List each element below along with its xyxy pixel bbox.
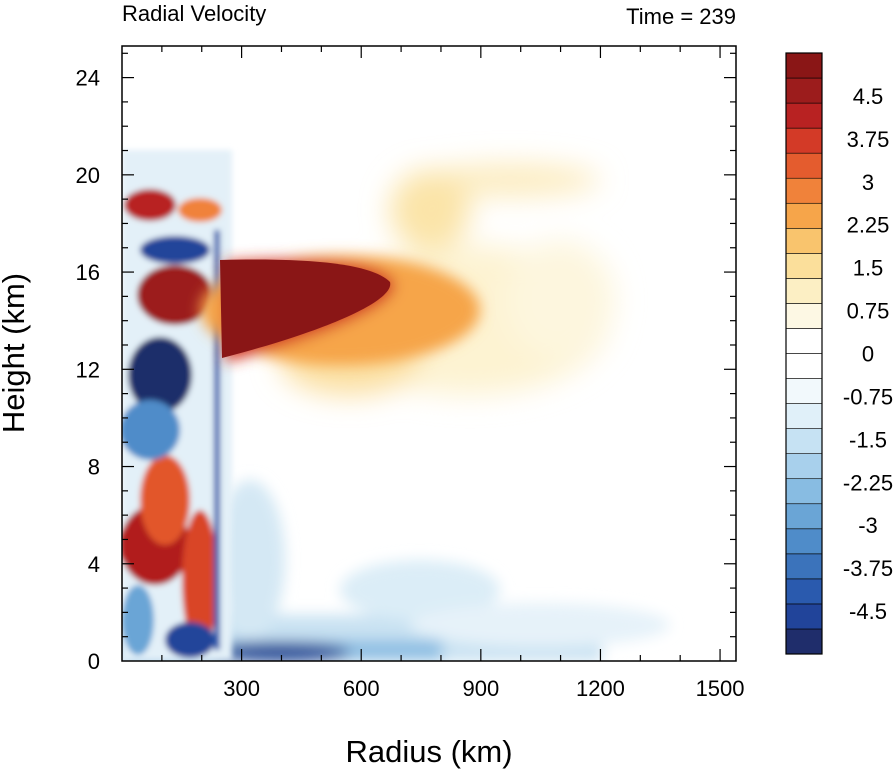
colorbar-label: 0.75 (847, 299, 890, 324)
outflow-jet (200, 255, 480, 365)
x-axis-title: Radius (km) (345, 734, 512, 769)
colorbar-label: 0 (862, 342, 874, 367)
title-right: Time = 239 (626, 4, 736, 29)
colorbar-swatch (785, 578, 823, 605)
eyewall-structure (122, 150, 232, 660)
colorbar-label: -3 (858, 513, 878, 538)
colorbar-swatch (785, 403, 823, 429)
colorbar-swatch (785, 52, 823, 79)
colorbar-swatch (785, 603, 823, 630)
colorbar-label: 3 (862, 170, 874, 195)
colorbar-swatch (785, 478, 823, 505)
colorbar-swatch (785, 202, 823, 229)
axis-ticks: 300 600 900 1200 1500 0 4 8 12 16 20 24 (76, 46, 745, 701)
plot-area: 300 600 900 1200 1500 0 4 8 12 16 20 24 (76, 45, 745, 701)
colorbar-label: -1.5 (849, 427, 887, 452)
colorbar-swatch (785, 328, 823, 354)
colorbar-label: 4.5 (853, 84, 884, 109)
colorbar-swatch (785, 152, 823, 179)
colorbar-label: 3.75 (847, 127, 890, 152)
colorbar-swatch (785, 428, 823, 454)
x-tick-label: 1200 (576, 676, 625, 701)
colorbar-swatch (785, 353, 823, 379)
colorbar-swatch (785, 453, 823, 480)
colorbar-label: 2.25 (847, 213, 890, 238)
y-tick-label: 24 (76, 66, 100, 91)
x-tick-label: 1500 (696, 676, 745, 701)
y-tick-label: 4 (88, 552, 100, 577)
colorbar-swatch (785, 77, 823, 104)
colorbar-swatch (785, 253, 823, 279)
inflow-layer (122, 480, 670, 661)
colorbar-swatch (785, 102, 823, 129)
colorbar-swatch (785, 278, 823, 304)
y-axis-title: Height (km) (0, 273, 31, 433)
colorbar-swatch (785, 177, 823, 204)
plot-frame (121, 45, 737, 662)
colorbar-swatch (785, 503, 823, 530)
colorbar-label: 1.5 (853, 256, 884, 281)
y-tick-label: 0 (88, 649, 100, 674)
colorbar-swatch (785, 378, 823, 404)
colorbar-swatch (785, 127, 823, 154)
y-tick-label: 12 (76, 357, 100, 382)
colorbar-swatch (785, 553, 823, 580)
x-tick-label: 300 (223, 676, 260, 701)
colorbar: 4.5 3.75 3 2.25 1.5 0.75 0 -0.75 -1.5 -2.25 -3 -3.7… (785, 52, 893, 655)
colorbar-swatch (785, 528, 823, 555)
colorbar-label: -3.75 (843, 556, 893, 581)
title-left: Radial Velocity (122, 1, 266, 26)
x-tick-label: 900 (462, 676, 499, 701)
colorbar-label: -2.25 (843, 470, 893, 495)
y-tick-label: 8 (88, 455, 100, 480)
colorbar-label: -0.75 (843, 384, 893, 409)
colorbar-swatch (785, 303, 823, 329)
y-tick-label: 16 (76, 260, 100, 285)
y-tick-label: 20 (76, 163, 100, 188)
colorbar-frame (785, 52, 823, 655)
colorbar-label: -4.5 (849, 599, 887, 624)
colorbar-swatch (785, 227, 823, 254)
heatmap-field (122, 150, 670, 661)
x-tick-label: 600 (343, 676, 380, 701)
colorbar-swatch (785, 628, 823, 655)
